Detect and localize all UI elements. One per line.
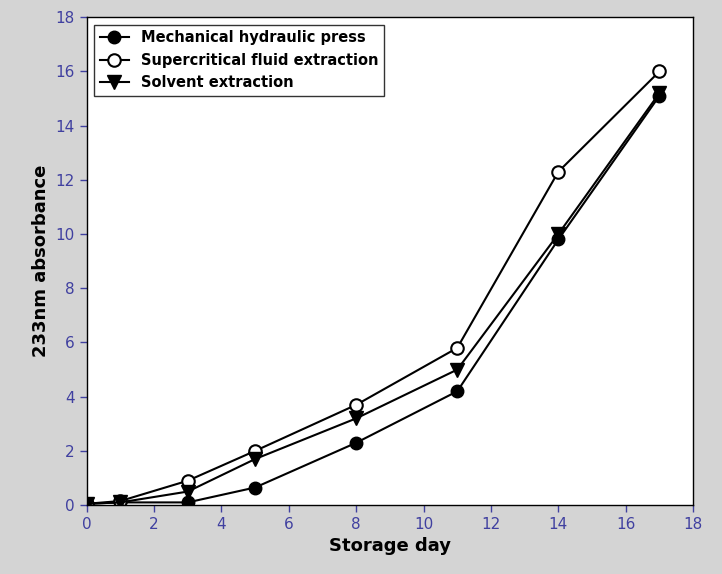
Supercritical fluid extraction — [554, 168, 562, 175]
Supercritical fluid extraction — [251, 448, 259, 455]
Mechanical hydraulic press — [453, 388, 461, 395]
Solvent extraction — [251, 456, 259, 463]
Line: Mechanical hydraulic press: Mechanical hydraulic press — [80, 90, 666, 510]
Supercritical fluid extraction — [183, 478, 192, 484]
Mechanical hydraulic press — [554, 236, 562, 243]
Solvent extraction — [116, 499, 125, 506]
Solvent extraction — [655, 90, 664, 96]
Line: Supercritical fluid extraction: Supercritical fluid extraction — [80, 65, 666, 510]
X-axis label: Storage day: Storage day — [329, 537, 451, 556]
Y-axis label: 233nm absorbance: 233nm absorbance — [32, 165, 50, 358]
Supercritical fluid extraction — [453, 344, 461, 351]
Mechanical hydraulic press — [352, 439, 360, 446]
Solvent extraction — [554, 231, 562, 238]
Supercritical fluid extraction — [655, 68, 664, 75]
Mechanical hydraulic press — [655, 92, 664, 99]
Mechanical hydraulic press — [183, 499, 192, 506]
Mechanical hydraulic press — [251, 484, 259, 491]
Supercritical fluid extraction — [352, 401, 360, 408]
Supercritical fluid extraction — [116, 498, 125, 505]
Line: Solvent extraction: Solvent extraction — [79, 86, 666, 511]
Solvent extraction — [183, 488, 192, 495]
Solvent extraction — [453, 366, 461, 373]
Solvent extraction — [82, 501, 91, 507]
Mechanical hydraulic press — [116, 499, 125, 506]
Legend: Mechanical hydraulic press, Supercritical fluid extraction, Solvent extraction: Mechanical hydraulic press, Supercritica… — [94, 25, 384, 96]
Supercritical fluid extraction — [82, 501, 91, 507]
Solvent extraction — [352, 415, 360, 422]
Mechanical hydraulic press — [82, 501, 91, 507]
